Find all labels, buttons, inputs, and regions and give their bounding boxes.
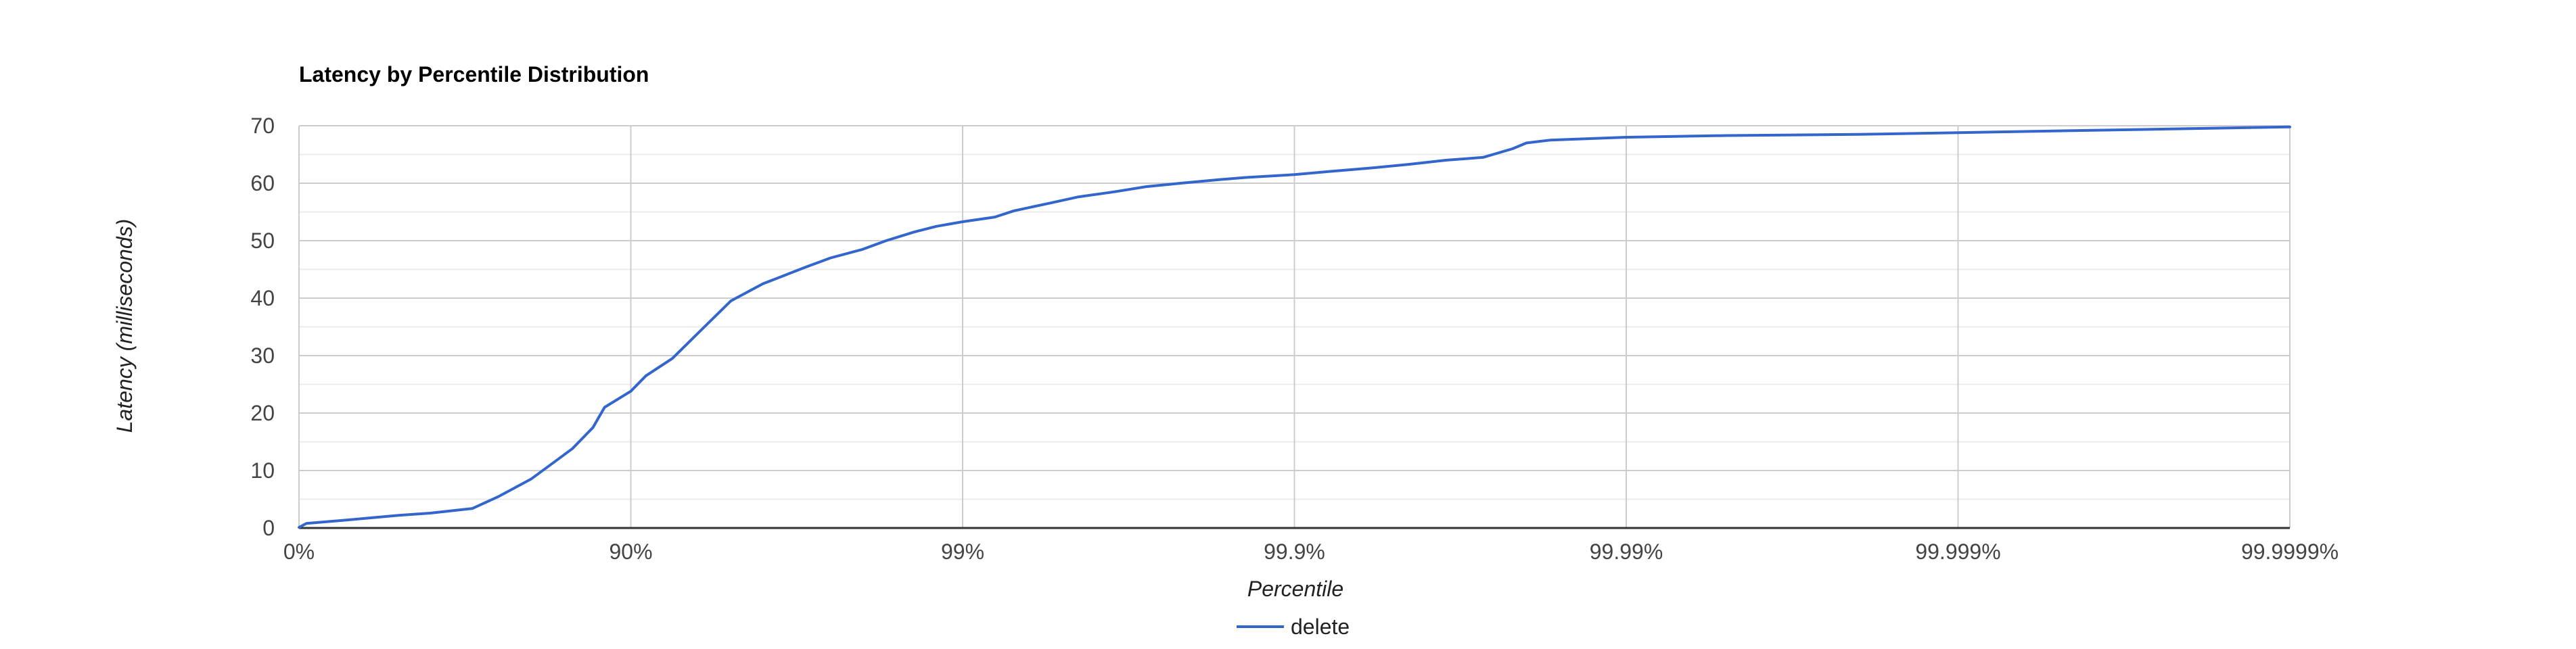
y-tick-label: 0 [262,516,275,540]
y-tick-label: 60 [250,171,275,195]
chart-title: Latency by Percentile Distribution [299,62,649,87]
y-tick-label: 10 [250,458,275,483]
x-axis-label: Percentile [1247,577,1343,601]
series-line-delete [298,125,2291,529]
y-tick-label: 40 [250,286,275,310]
x-tick-label: 90% [609,539,652,564]
series-layer [298,125,2291,529]
y-tick-label: 70 [250,114,275,138]
x-tick-label: 99% [941,539,984,564]
x-tick-label: 99.9% [1264,539,1325,564]
x-tick-label: 99.9999% [2241,539,2339,564]
x-tick-label: 0% [283,539,315,564]
grid [298,125,2291,528]
axes: 0 10 20 30 40 50 60 70 0% 90% 99% 99.9% 99.99% 99.999… [250,114,2339,564]
x-tick-label: 99.999% [1915,539,2000,564]
legend: delete [1237,615,1350,639]
legend-label-delete: delete [1291,615,1350,639]
y-tick-label: 50 [250,229,275,253]
y-tick-label: 30 [250,343,275,368]
x-tick-label: 99.99% [1590,539,1663,564]
y-axis-label: Latency (milliseconds) [112,219,137,433]
y-tick-label: 20 [250,401,275,425]
